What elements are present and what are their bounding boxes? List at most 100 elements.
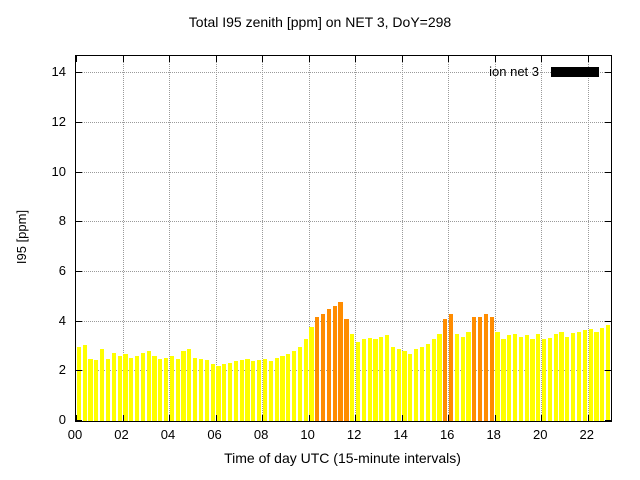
- bar: [524, 335, 529, 421]
- v-gridline: [122, 56, 124, 421]
- bar: [478, 316, 483, 421]
- v-gridline: [262, 56, 264, 421]
- bar: [297, 346, 302, 421]
- h-gridline: [76, 271, 611, 273]
- bar: [576, 331, 582, 421]
- bar: [245, 358, 250, 421]
- h-gridline: [76, 221, 611, 223]
- bar: [291, 351, 297, 421]
- bar: [495, 331, 500, 421]
- x-tick-label: 02: [114, 427, 129, 442]
- x-tick-mark: [262, 415, 264, 421]
- bar: [76, 346, 81, 421]
- legend-label: ion net 3: [489, 64, 539, 79]
- y-tick-mark: [76, 221, 82, 223]
- bar: [251, 361, 256, 421]
- bar: [117, 356, 122, 421]
- x-tick-mark: [169, 56, 171, 62]
- bar: [204, 360, 209, 421]
- bar: [152, 356, 157, 421]
- x-tick-mark: [401, 56, 403, 62]
- bar: [460, 336, 465, 421]
- bar: [222, 363, 227, 421]
- bar: [274, 357, 279, 421]
- bar: [100, 349, 105, 421]
- bar: [588, 329, 593, 421]
- bar: [326, 309, 332, 421]
- v-gridline: [401, 56, 403, 421]
- bar: [483, 314, 489, 421]
- y-tick-mark: [76, 72, 82, 74]
- v-gridline: [355, 56, 357, 421]
- y-tick-mark: [605, 271, 611, 273]
- x-tick-label: 10: [300, 427, 315, 442]
- x-tick-mark: [215, 56, 217, 62]
- bar: [518, 336, 523, 421]
- x-tick-label: 16: [439, 427, 455, 442]
- y-tick-label: 8: [58, 213, 66, 229]
- x-tick-mark: [76, 56, 77, 62]
- v-gridline: [541, 56, 543, 421]
- bar: [571, 332, 576, 421]
- x-tick-mark: [215, 415, 217, 421]
- bar: [605, 325, 611, 421]
- x-tick-mark: [355, 56, 357, 62]
- bar: [262, 358, 268, 421]
- bar: [257, 360, 262, 421]
- bar: [361, 339, 366, 421]
- bar: [140, 352, 145, 421]
- x-tick-label: 14: [393, 427, 408, 442]
- v-gridline: [494, 56, 496, 421]
- bar: [402, 351, 407, 421]
- bar: [350, 334, 355, 421]
- h-gridline: [76, 72, 611, 74]
- h-gridline: [76, 320, 611, 322]
- x-tick-mark: [587, 415, 589, 421]
- bar: [286, 353, 291, 421]
- x-tick-label: 06: [207, 427, 222, 442]
- x-tick-label: 12: [346, 427, 362, 442]
- x-tick-mark: [541, 415, 543, 421]
- x-tick-mark: [122, 56, 124, 62]
- plot-area: ion net 3: [75, 55, 612, 422]
- bar: [129, 357, 134, 421]
- y-tick-mark: [605, 221, 611, 223]
- y-tick-label: 6: [58, 263, 66, 279]
- bar: [379, 336, 384, 421]
- bar: [443, 319, 448, 421]
- bar: [227, 362, 233, 421]
- bar: [600, 327, 605, 421]
- bar: [134, 356, 140, 421]
- bar: [512, 334, 518, 421]
- bar: [501, 339, 506, 421]
- bar: [216, 366, 221, 421]
- h-gridline: [76, 370, 611, 372]
- bar: [396, 349, 401, 421]
- y-tick-mark: [76, 320, 82, 322]
- y-tick-label: 12: [51, 114, 66, 130]
- bar: [146, 351, 151, 421]
- bar: [268, 361, 273, 421]
- bar: [105, 358, 111, 421]
- y-tick-mark: [76, 420, 82, 421]
- x-tick-label: 18: [486, 427, 501, 442]
- y-tick-mark: [76, 122, 82, 124]
- bar: [175, 358, 180, 421]
- v-gridline: [587, 56, 589, 421]
- bar: [169, 356, 175, 421]
- chart-title: Total I95 zenith [ppm] on NET 3, DoY=298: [188, 14, 452, 30]
- bar: [344, 319, 349, 421]
- bar: [390, 346, 396, 421]
- bar: [565, 336, 570, 421]
- bar: [419, 346, 425, 421]
- bar: [553, 334, 558, 421]
- bar: [309, 326, 314, 421]
- y-tick-mark: [76, 171, 82, 173]
- bar: [425, 344, 430, 421]
- bar: [547, 337, 553, 421]
- bar: [448, 314, 454, 421]
- x-tick-mark: [262, 56, 264, 62]
- y-tick-mark: [605, 72, 611, 74]
- bar: [431, 339, 436, 421]
